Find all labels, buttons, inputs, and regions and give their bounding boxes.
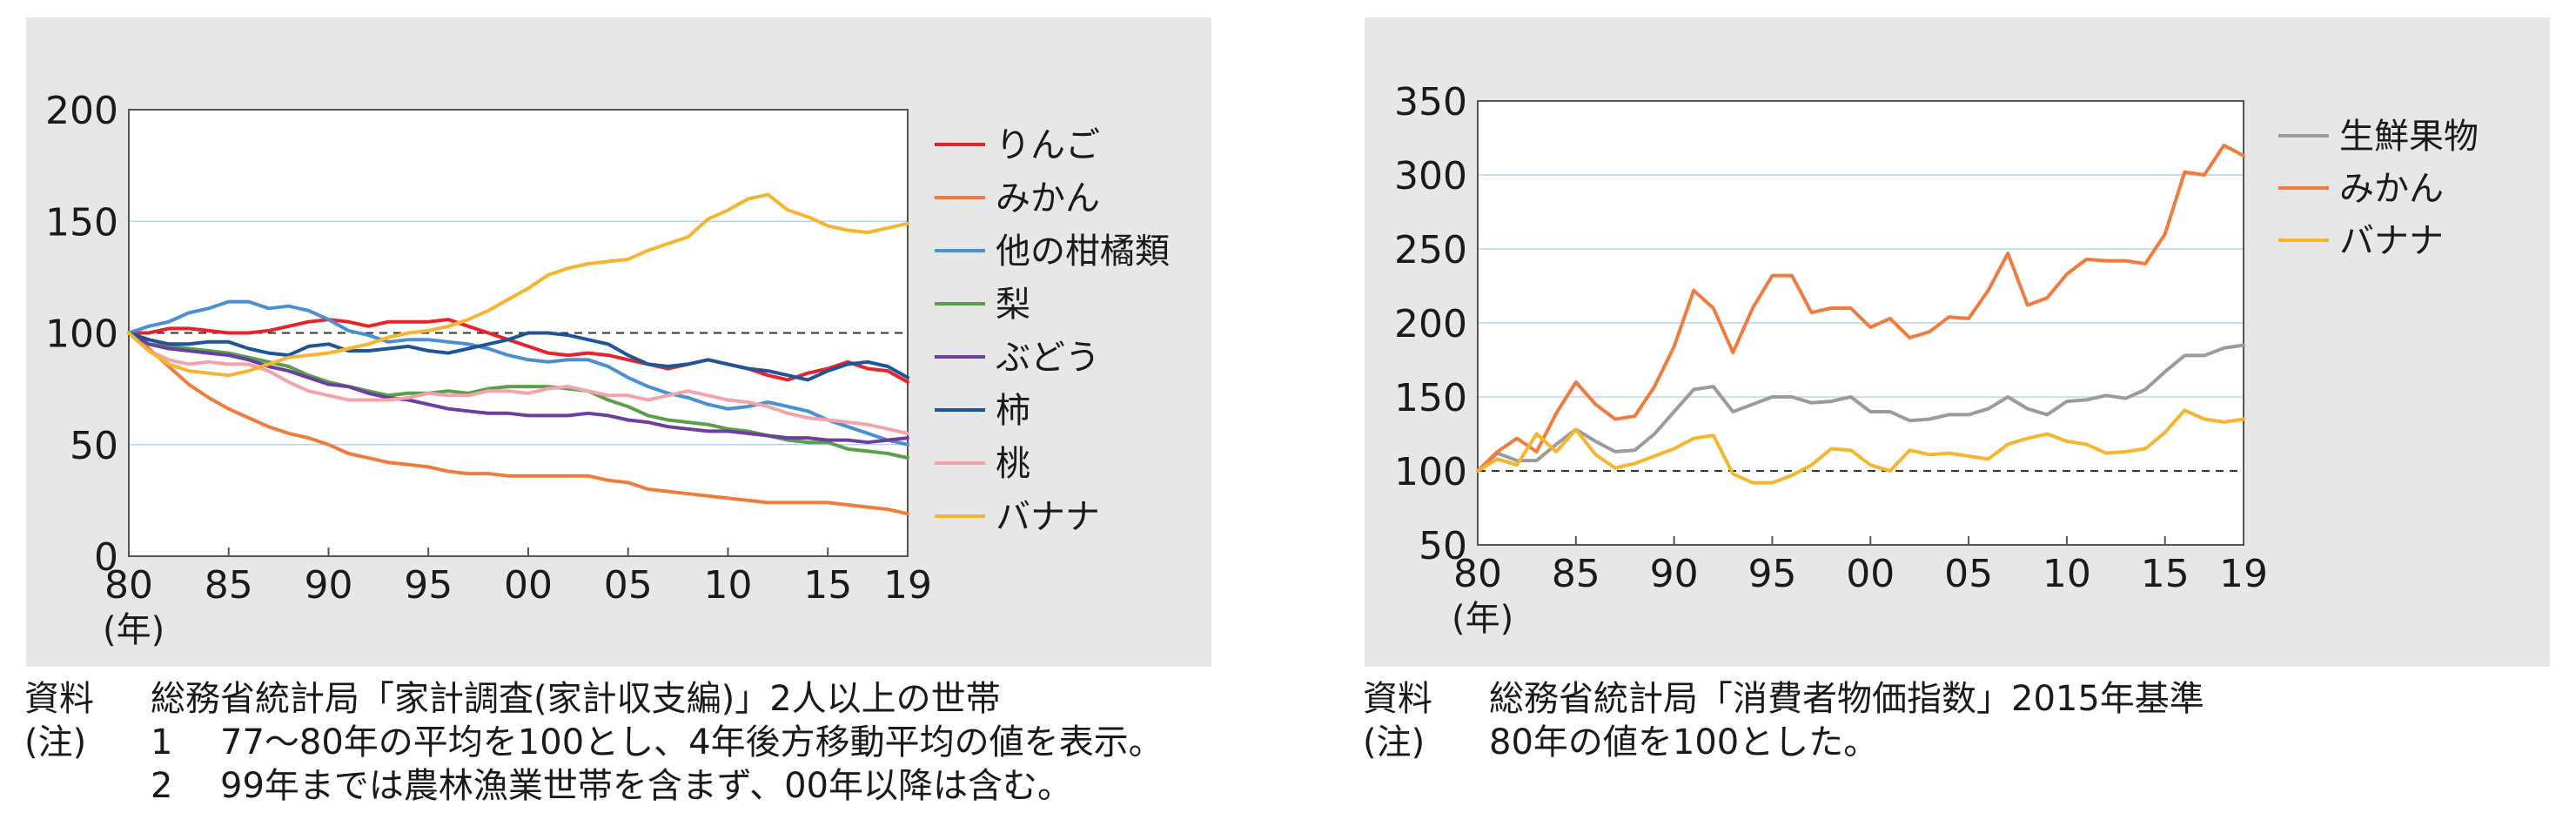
x-unit-label: (年): [1452, 599, 1513, 639]
source-text: 総務省統計局「家計調査(家計収支編)」2人以上の世帯: [151, 679, 1001, 719]
y-tick-label: 200: [1394, 302, 1467, 346]
x-tick-label: 10: [2043, 552, 2091, 596]
legend-label: みかん: [2339, 169, 2444, 209]
legend-label: バナナ: [2339, 221, 2444, 261]
x-tick-label: 85: [1552, 552, 1600, 596]
y-tick-label: 100: [45, 312, 118, 357]
y-tick-label: 200: [45, 89, 118, 133]
plot-frame: [1477, 100, 2244, 546]
footnote-1: (注) 1 77～80年の平均を100とし、4年後方移動平均の値を表示。: [24, 721, 1164, 764]
legend-label: みかん: [996, 178, 1100, 218]
y-tick-label: 350: [1394, 80, 1467, 124]
series-line: [127, 299, 909, 447]
legend-label: 桃: [996, 444, 1030, 484]
note-label: (注): [1363, 722, 1426, 762]
left-chart-notes: 資料 総務省統計局「家計調査(家計収支編)」2人以上の世帯 (注) 1 77～8…: [24, 677, 1164, 808]
legend-label: りんご: [996, 125, 1100, 165]
x-tick-label: 95: [1748, 552, 1796, 596]
right-chart: 80 85 90 95 00 05 10 15 19 (年) 50 100 150 200 250 300 35…: [1394, 80, 2479, 639]
note-number: 1: [151, 722, 173, 762]
source-note: 資料 総務省統計局「消費者物価指数」2015年基準: [1363, 677, 2204, 721]
legend-label: バナナ: [996, 497, 1100, 537]
source-text: 総務省統計局「消費者物価指数」2015年基準: [1489, 679, 2204, 719]
x-tick-label: 19: [2219, 552, 2268, 596]
right-chart-notes: 資料 総務省統計局「消費者物価指数」2015年基準 (注) 80年の値を100と…: [1363, 677, 2204, 764]
y-tick-label: 150: [1394, 376, 1467, 420]
x-tick-label: 10: [703, 563, 752, 608]
x-tick-label: 95: [404, 563, 453, 608]
x-unit-label: (年): [103, 610, 164, 650]
y-tick-label: 50: [70, 424, 118, 468]
legend-label: 柿: [996, 391, 1030, 431]
legend-label: ぶどう: [996, 338, 1100, 378]
x-tick-label: 19: [883, 563, 932, 608]
y-tick-label: 100: [1394, 450, 1467, 494]
x-tick-label: 05: [1944, 552, 1993, 596]
series-line: [1476, 408, 2245, 485]
x-tick-label: 00: [1846, 552, 1895, 596]
x-tick-label: 90: [1650, 552, 1699, 596]
left-chart: 80 85 90 95 00 05 10 15 19 (年) 0 50 100 150 200 りんごみかん他…: [45, 89, 1170, 650]
y-tick-label: 150: [45, 200, 118, 245]
x-tick-label: 15: [2141, 552, 2190, 596]
note-text: 77～80年の平均を100とし、4年後方移動平均の値を表示。: [220, 722, 1164, 762]
left-chart-panel: 80 85 90 95 00 05 10 15 19 (年) 0 50 100 150 200 りんごみかん他…: [26, 17, 1211, 667]
source-note: 資料 総務省統計局「家計調査(家計収支編)」2人以上の世帯: [24, 677, 1164, 721]
series-line: [127, 331, 909, 382]
series-line: [127, 331, 909, 445]
footnote: (注) 80年の値を100とした。: [1363, 721, 2204, 764]
footnote-2: 2 99年までは農林漁業世帯を含まず、00年以降は含む。: [24, 764, 1164, 808]
y-tick-label: 250: [1394, 228, 1467, 272]
y-tick-label: 50: [1419, 524, 1467, 568]
series-line: [1476, 144, 2245, 473]
series-line: [127, 318, 909, 384]
note-text: 99年までは農林漁業世帯を含まず、00年以降は含む。: [220, 766, 1072, 806]
legend-label: 他の柑橘類: [996, 232, 1170, 272]
y-tick-label: 300: [1394, 154, 1467, 198]
note-number: 2: [151, 766, 173, 806]
source-label: 資料: [24, 679, 94, 719]
series-line: [127, 192, 909, 378]
note-label: (注): [24, 722, 87, 762]
series-line: [127, 331, 909, 516]
right-chart-panel: 80 85 90 95 00 05 10 15 19 (年) 50 100 150 200 250 300 35…: [1365, 17, 2550, 667]
y-tick-label: 0: [94, 535, 118, 580]
x-tick-label: 00: [504, 563, 553, 608]
x-tick-label: 85: [205, 563, 253, 608]
legend-label: 生鮮果物: [2339, 117, 2479, 157]
x-tick-label: 05: [604, 563, 653, 608]
legend-label: 梨: [996, 285, 1030, 325]
x-tick-label: 80: [104, 563, 153, 608]
series-line: [1476, 343, 2245, 473]
x-tick-label: 90: [304, 563, 352, 608]
source-label: 資料: [1363, 679, 1432, 719]
x-tick-label: 80: [1453, 552, 1502, 596]
note-text: 80年の値を100とした。: [1489, 722, 1879, 762]
x-tick-label: 15: [803, 563, 852, 608]
